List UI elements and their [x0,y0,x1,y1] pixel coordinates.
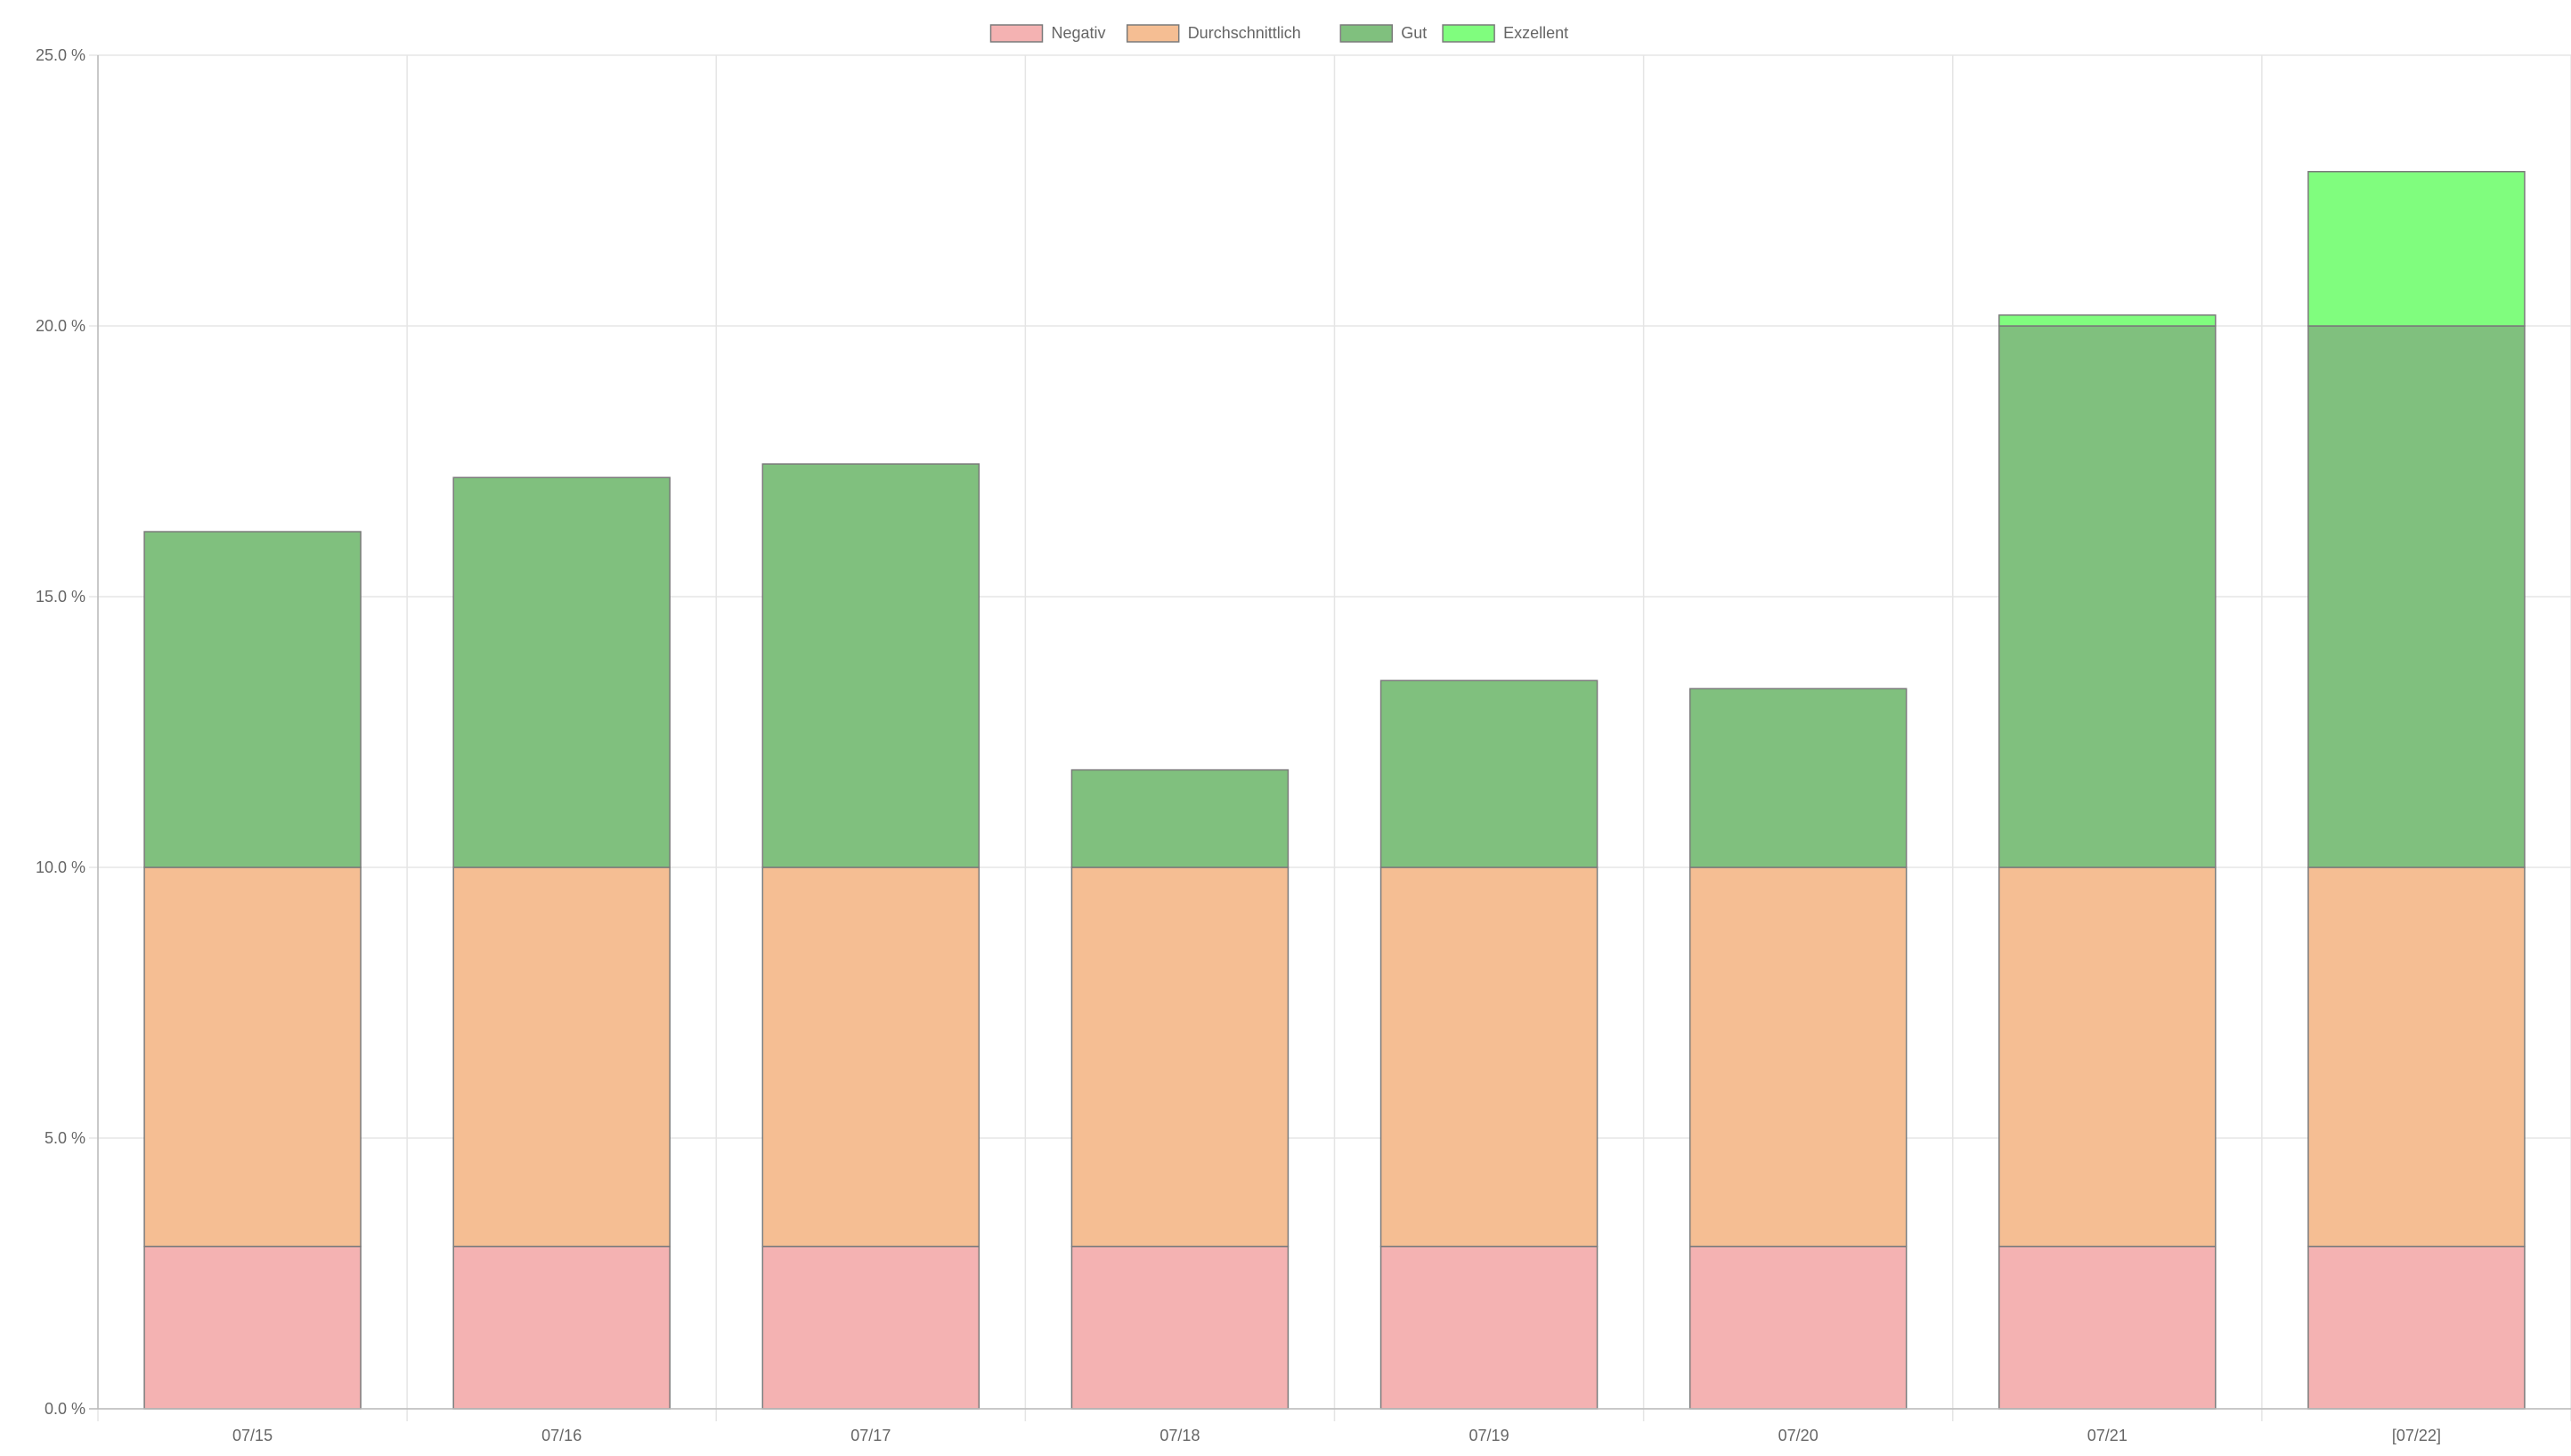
y-tick-label: 20.0 % [36,317,85,335]
bar-segment-exzellent[interactable] [2307,170,2526,327]
bar-segment-gut[interactable] [1688,687,1908,868]
legend-label: Negativ [1052,24,1106,42]
bar-segment-negativ[interactable] [1998,1245,2217,1410]
bar-segment-negativ[interactable] [452,1245,671,1410]
bar-segment-gut[interactable] [143,531,362,868]
legend-label: Exzellent [1503,24,1568,42]
bar-segment-gut[interactable] [1070,769,1290,868]
legend-item-negativ[interactable]: Negativ [989,24,1106,43]
bars-layer [143,170,2526,1410]
legend-swatch [989,24,1044,43]
bar-segment-negativ[interactable] [1070,1245,1290,1410]
legend: Negativ Durchschnittlich Gut Exzellent [989,24,1568,43]
bar-segment-negativ[interactable] [761,1245,980,1410]
y-tick-label: 10.0 % [36,858,85,876]
bar-segment-durchschnittlich[interactable] [143,866,362,1248]
legend-swatch [1126,24,1180,43]
bar-segment-durchschnittlich[interactable] [1379,866,1599,1248]
bar-segment-gut[interactable] [761,463,980,868]
bar-segment-gut[interactable] [1998,325,2217,868]
legend-item-exzellent[interactable]: Exzellent [1442,24,1568,43]
axes-layer [89,55,2571,1410]
x-tick-label: 07/18 [1159,1427,1200,1444]
x-tick-label: 07/17 [850,1427,891,1444]
x-tick-label: 07/20 [1778,1427,1818,1444]
bar-segment-durchschnittlich[interactable] [1688,866,1908,1248]
bar-segment-gut[interactable] [1379,679,1599,868]
x-tick-label: 07/16 [541,1427,582,1444]
x-tick-label: 07/15 [232,1427,273,1444]
bar-segment-negativ[interactable] [1379,1245,1599,1410]
bar-segment-exzellent[interactable] [1998,314,2217,327]
y-tick-label: 15.0 % [36,588,85,606]
x-tick-label: [07/22] [2392,1427,2441,1444]
bar-segment-durchschnittlich[interactable] [1998,866,2217,1248]
bar-segment-durchschnittlich[interactable] [761,866,980,1248]
legend-item-gut[interactable]: Gut [1339,24,1427,43]
x-tick-label: 07/19 [1469,1427,1509,1444]
y-tick-label: 25.0 % [36,46,85,64]
labels-layer: 0.0 % 5.0 % 10.0 % 15.0 % 20.0 % 25.0 % 07/15 0… [36,46,2441,1444]
x-tick-label: 07/21 [2087,1427,2128,1444]
bar-segment-durchschnittlich[interactable] [1070,866,1290,1248]
legend-label: Durchschnittlich [1188,24,1301,42]
bar-segment-gut[interactable] [452,476,671,868]
bar-segment-negativ[interactable] [143,1245,362,1410]
bar-segment-negativ[interactable] [1688,1245,1908,1410]
bar-segment-negativ[interactable] [2307,1245,2526,1410]
legend-swatch [1442,24,1495,43]
bar-segment-durchschnittlich[interactable] [2307,866,2526,1248]
y-tick-label: 5.0 % [45,1129,85,1147]
legend-swatch [1339,24,1394,43]
y-tick-label: 0.0 % [45,1400,85,1418]
bar-segment-durchschnittlich[interactable] [452,866,671,1248]
grid-layer [89,54,2571,1421]
legend-item-durchschnittlich[interactable]: Durchschnittlich [1126,24,1301,43]
legend-label: Gut [1401,24,1427,42]
bar-segment-gut[interactable] [2307,325,2526,868]
